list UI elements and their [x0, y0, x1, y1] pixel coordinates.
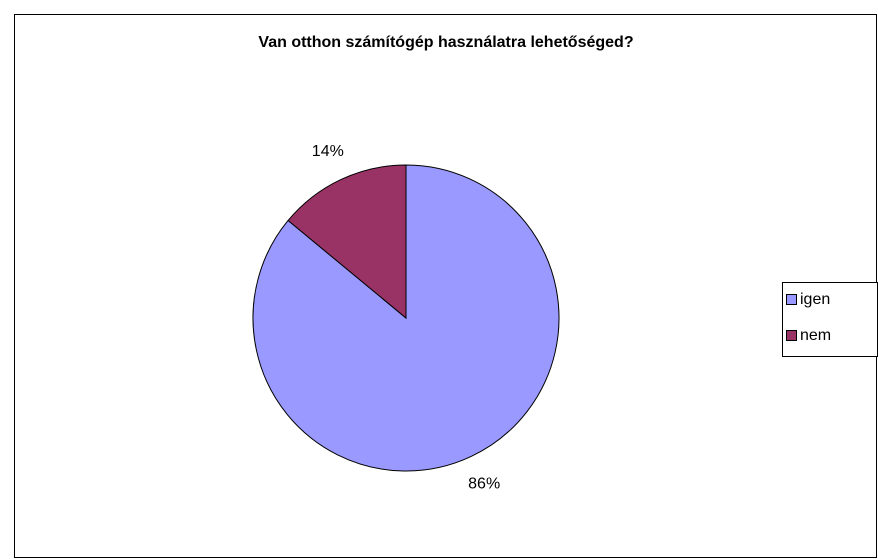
- legend-swatch: [786, 294, 797, 305]
- data-label: 14%: [312, 143, 344, 160]
- legend-box: [782, 282, 878, 357]
- legend-label: igen: [800, 291, 830, 308]
- pie-slice: [287, 164, 407, 320]
- chart-title: Van otthon számítógép használatra lehető…: [258, 34, 633, 51]
- legend-swatch: [786, 330, 797, 341]
- data-label: 86%: [468, 475, 500, 492]
- legend-label: nem: [800, 327, 831, 344]
